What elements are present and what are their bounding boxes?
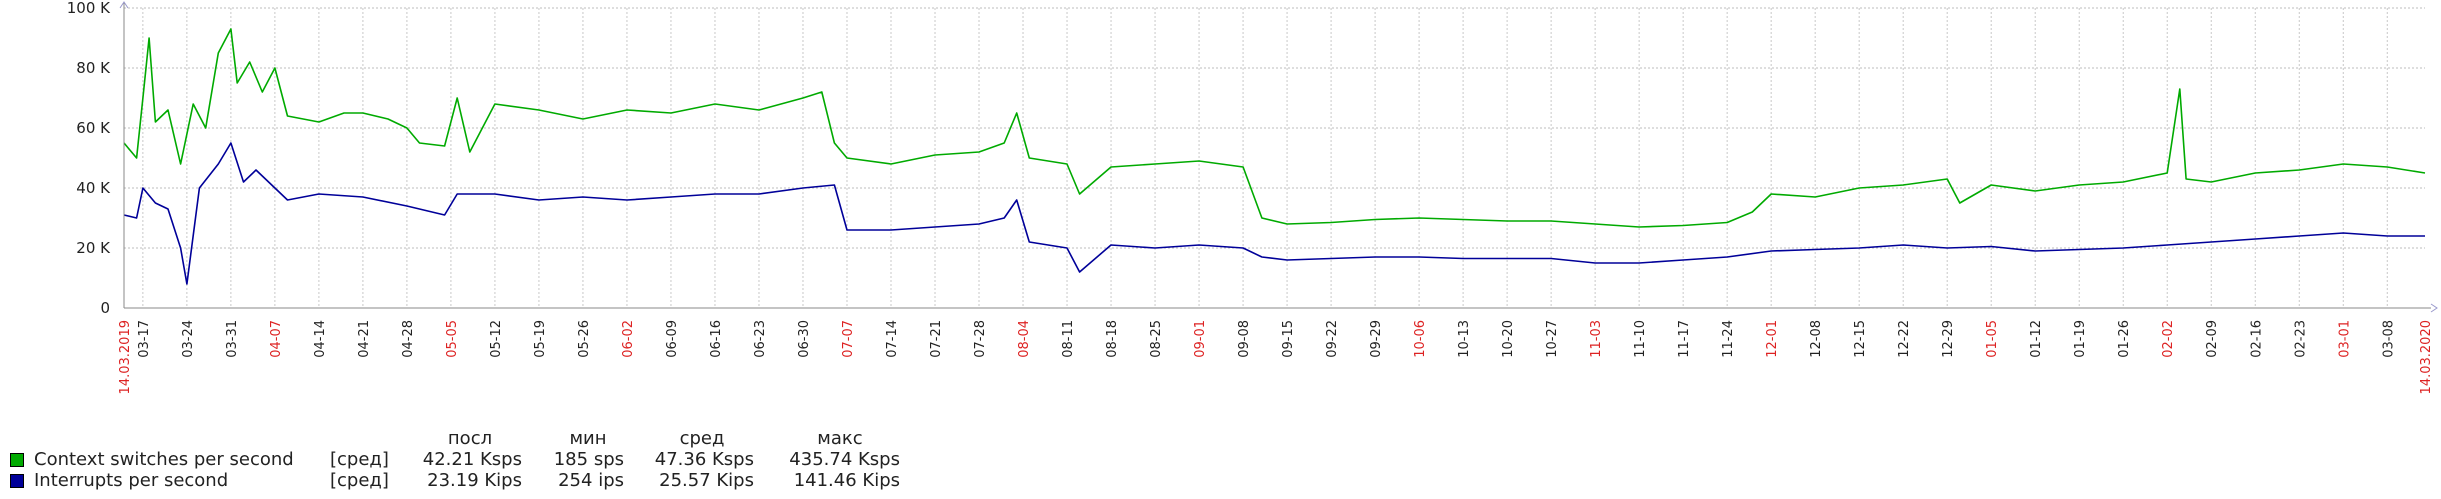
x-tick-label: 08-11: [1061, 320, 1076, 358]
x-tick-label: 05-12: [489, 320, 504, 358]
x-tick-label: 11-10: [1633, 320, 1648, 358]
legend-header-avg: сред: [679, 428, 725, 449]
x-tick-label: 02-09: [2205, 320, 2220, 358]
series-lines: [123, 28, 2426, 285]
x-tick-label: 03-24: [181, 320, 196, 358]
legend-value-last: 42.21 Ksps: [422, 449, 522, 470]
x-tick-label: 03-31: [225, 320, 240, 358]
legend-value-min: 254 ips: [558, 470, 624, 491]
x-tick-label: 12-22: [1897, 320, 1912, 358]
x-tick-label: 10-27: [1545, 320, 1560, 358]
x-tick-label: 07-21: [929, 320, 944, 358]
x-tick-label: 01-19: [2073, 320, 2088, 358]
x-tick-label: 08-04: [1017, 320, 1032, 358]
series-line: [123, 28, 2426, 228]
legend-swatch: [10, 453, 24, 467]
x-tick-label: 12-01: [1765, 320, 1780, 358]
x-tick-label: 02-02: [2161, 320, 2176, 358]
x-tick-label: 12-08: [1809, 320, 1824, 358]
x-tick-label: 06-16: [709, 320, 724, 358]
legend-value-max: 141.46 Kips: [793, 470, 900, 491]
legend-series-name: Interrupts per second: [34, 470, 229, 491]
x-tick-label: 12-15: [1853, 320, 1868, 358]
y-tick-label: 0: [100, 299, 110, 317]
legend-value-avg: 47.36 Ksps: [654, 449, 754, 470]
legend-series-function: [сред]: [330, 470, 389, 491]
legend-row: Context switches per second [сред] 42.21…: [0, 449, 1100, 471]
x-tick-label: 09-15: [1281, 320, 1296, 358]
x-axis-arrow: [2430, 303, 2438, 313]
x-tick-label: 11-17: [1677, 320, 1692, 358]
x-tick-label: 04-14: [313, 320, 328, 358]
x-tick-label: 04-28: [401, 320, 416, 358]
x-tick-label: 10-06: [1413, 320, 1428, 358]
x-tick-label: 03-01: [2337, 320, 2352, 358]
x-axis-labels: 14.03.2019 03-17 03-24 03-31 04-07 04-14 04-21…: [118, 320, 2434, 394]
series-line: [123, 142, 2425, 285]
x-tick-label: 04-21: [357, 320, 372, 358]
x-tick-label: 07-14: [885, 320, 900, 358]
x-tick-label: 14.03.2020: [2419, 320, 2434, 394]
y-tick-label: 80 K: [76, 59, 111, 77]
x-tick-label: 01-05: [1985, 320, 2000, 358]
x-tick-label: 08-18: [1105, 320, 1120, 358]
legend-value-min: 185 sps: [553, 449, 624, 470]
y-tick-label: 100 K: [67, 0, 111, 17]
axes: [119, 1, 2438, 313]
legend-row: Interrupts per second [сред] 23.19 Kips …: [0, 470, 1100, 492]
x-tick-label: 02-16: [2249, 320, 2264, 358]
x-tick-label: 11-03: [1589, 320, 1604, 358]
x-tick-label: 10-20: [1501, 320, 1516, 358]
x-tick-label: 09-22: [1325, 320, 1340, 358]
grid-lines: [124, 7, 2425, 308]
x-tick-label: 06-02: [621, 320, 636, 358]
legend-swatch: [10, 474, 24, 488]
x-tick-label: 01-12: [2029, 320, 2044, 358]
legend-series-name: Context switches per second: [34, 449, 294, 470]
x-tick-label: 01-26: [2117, 320, 2132, 358]
x-tick-label: 10-13: [1457, 320, 1472, 358]
legend-header-max: макс: [817, 428, 863, 449]
legend: посл мин сред макс Context switches per …: [0, 428, 1100, 498]
legend-value-max: 435.74 Ksps: [789, 449, 900, 470]
legend-value-avg: 25.57 Kips: [659, 470, 754, 491]
y-axis-arrow: [119, 1, 129, 9]
x-tick-label: 09-29: [1369, 320, 1384, 358]
x-tick-label: 04-07: [269, 320, 284, 358]
x-tick-label: 05-05: [445, 320, 460, 358]
legend-series-function: [сред]: [330, 449, 389, 470]
x-tick-label: 09-01: [1193, 320, 1208, 358]
legend-header-min: мин: [569, 428, 607, 449]
legend-header-last: посл: [447, 428, 493, 449]
x-tick-label: 12-29: [1941, 320, 1956, 358]
y-tick-label: 60 K: [76, 119, 111, 137]
x-tick-label: 06-30: [797, 320, 812, 358]
x-tick-label: 05-26: [577, 320, 592, 358]
history-graph: 0 20 K 40 K 60 K 80 K 100 K 14.03.2019 03-17 03…: [67, 0, 2438, 394]
x-tick-label: 14.03.2019: [118, 320, 133, 394]
x-tick-label: 06-23: [753, 320, 768, 358]
y-tick-label: 40 K: [76, 179, 111, 197]
x-tick-label: 06-09: [665, 320, 680, 358]
x-tick-label: 07-07: [841, 320, 856, 358]
legend-value-last: 23.19 Kips: [427, 470, 522, 491]
x-tick-label: 05-19: [533, 320, 548, 358]
x-tick-label: 07-28: [973, 320, 988, 358]
x-tick-label: 11-24: [1721, 320, 1736, 358]
x-tick-label: 02-23: [2293, 320, 2308, 358]
x-tick-label: 09-08: [1237, 320, 1252, 358]
x-tick-label: 03-08: [2381, 320, 2396, 358]
y-axis-labels: 0 20 K 40 K 60 K 80 K 100 K: [67, 0, 111, 317]
x-tick-label: 03-17: [137, 320, 152, 358]
y-tick-label: 20 K: [76, 239, 111, 257]
x-tick-label: 08-25: [1149, 320, 1164, 358]
